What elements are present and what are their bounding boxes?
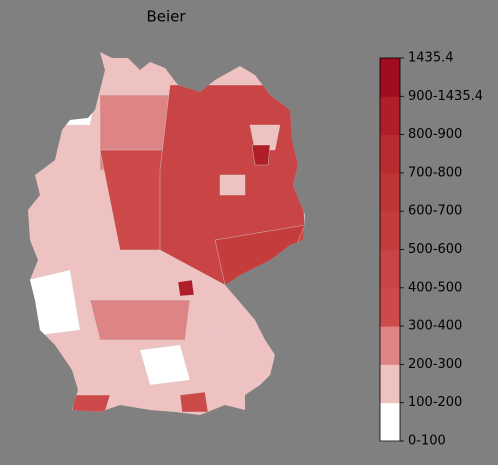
region (71, 394, 111, 413)
region (249, 124, 281, 151)
colorbar-label: 1435.4 (408, 51, 454, 66)
colorbar-band (380, 134, 400, 174)
colorbar-label: 500-600 (408, 242, 462, 257)
colorbar-band (380, 326, 400, 365)
colorbar-band (380, 211, 400, 250)
colorbar-band (380, 364, 400, 404)
colorbar-label: 400-500 (408, 280, 462, 295)
region (251, 144, 271, 166)
colorbar-band (380, 96, 400, 136)
colorbar-label: 100-200 (408, 395, 462, 410)
colorbar: 0-100 100-200 200-300 300-400 400-500 500-600… (379, 51, 483, 449)
colorbar-label: 0-100 (408, 434, 446, 449)
region (89, 299, 191, 341)
region (139, 344, 191, 386)
colorbar-band (380, 58, 400, 97)
map-title: Beier (146, 8, 186, 26)
colorbar-band (380, 287, 400, 327)
colorbar-label: 700-800 (408, 165, 462, 180)
colorbar-label: 300-400 (408, 319, 462, 334)
region (179, 391, 209, 413)
colorbar-label: 600-700 (408, 204, 462, 219)
colorbar-label: 200-300 (408, 357, 462, 372)
region (177, 279, 195, 297)
colorbar-band (380, 402, 400, 442)
colorbar-band (380, 172, 400, 212)
colorbar-band (380, 249, 400, 289)
colorbar-label: 800-900 (408, 127, 462, 142)
colorbar-label: 900-1435.4 (408, 89, 483, 104)
region (219, 174, 246, 196)
